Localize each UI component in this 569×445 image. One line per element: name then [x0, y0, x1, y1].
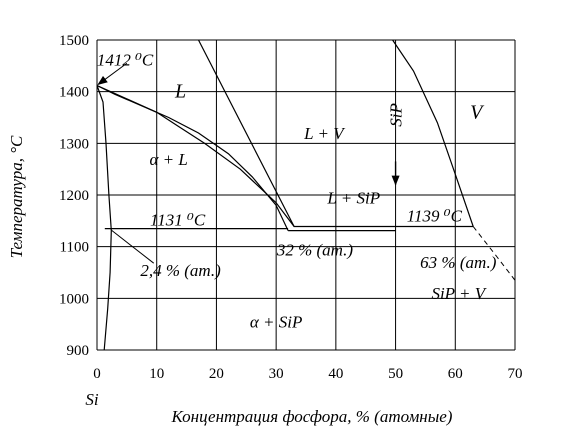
y-tick-label: 1100	[60, 240, 89, 256]
leader-2-4	[110, 229, 155, 264]
annotation-label: SiP	[387, 103, 406, 127]
region-label: V	[470, 101, 485, 123]
phase-boundary	[472, 226, 516, 281]
region-label: SiP + V	[431, 284, 487, 303]
phase-boundary	[103, 230, 112, 351]
annotation-label: 1139 ⁰C	[407, 207, 463, 226]
annotation-label: 1131 ⁰C	[150, 210, 206, 229]
y-axis-title: Температура, °C	[7, 135, 26, 258]
annotation-label: 63 % (ат.)	[420, 253, 497, 272]
region-labels: L L + V Vα + L L + SiP SiP + V α + SiP	[149, 81, 487, 332]
region-label: L + SiP	[326, 189, 380, 208]
region-label: L + V	[303, 124, 346, 143]
x-tick-label: 20	[209, 366, 224, 382]
region-label: α + SiP	[250, 313, 303, 332]
annotations: 1412 ⁰C 1131 ⁰C 1139 ⁰C 32 % (ат.) 2,4 % (ат…	[97, 51, 497, 280]
y-tick-label: 1500	[59, 33, 89, 49]
arrows	[97, 62, 400, 264]
annotation-label: 1412 ⁰C	[97, 51, 154, 70]
region-label: α + L	[149, 150, 187, 169]
y-tick-label: 1400	[59, 85, 89, 101]
x-axis-title: Концентрация фосфора, % (атомные)	[171, 407, 453, 426]
x-origin-label: Si	[85, 390, 99, 409]
phase-boundary	[96, 85, 112, 231]
x-tick-label: 40	[328, 366, 343, 382]
phase-boundary	[197, 39, 295, 227]
x-tick-label: 50	[388, 366, 403, 382]
annotation-label: 2,4 % (ат.)	[140, 261, 221, 280]
tick-labels: 0 10 20 30 40 50 60 70 900 1000 1100 1200 1300 1400 15…	[59, 33, 523, 382]
grid	[96, 39, 516, 351]
x-tick-label: 0	[93, 366, 101, 382]
x-tick-label: 70	[508, 366, 523, 382]
arrow-1412	[97, 62, 128, 86]
phase-boundary	[392, 39, 474, 227]
y-tick-label: 1000	[59, 291, 89, 307]
y-tick-label: 1200	[59, 188, 89, 204]
region-label: L	[174, 81, 186, 103]
annotation-label: 32 % (ат.)	[276, 240, 354, 259]
x-tick-label: 10	[149, 366, 164, 382]
x-tick-label: 30	[269, 366, 284, 382]
x-tick-label: 60	[448, 366, 463, 382]
y-tick-label: 1300	[59, 136, 89, 152]
y-tick-label: 900	[67, 343, 90, 359]
phase-boundaries	[96, 39, 516, 351]
